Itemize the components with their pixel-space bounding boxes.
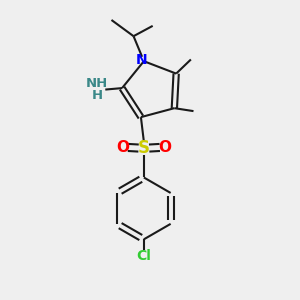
Text: S: S [138, 139, 150, 157]
Text: NH: NH [86, 77, 108, 91]
Text: H: H [92, 89, 103, 102]
Text: N: N [136, 53, 147, 67]
Text: O: O [116, 140, 129, 155]
Text: Cl: Cl [136, 248, 151, 262]
Text: O: O [159, 140, 172, 155]
